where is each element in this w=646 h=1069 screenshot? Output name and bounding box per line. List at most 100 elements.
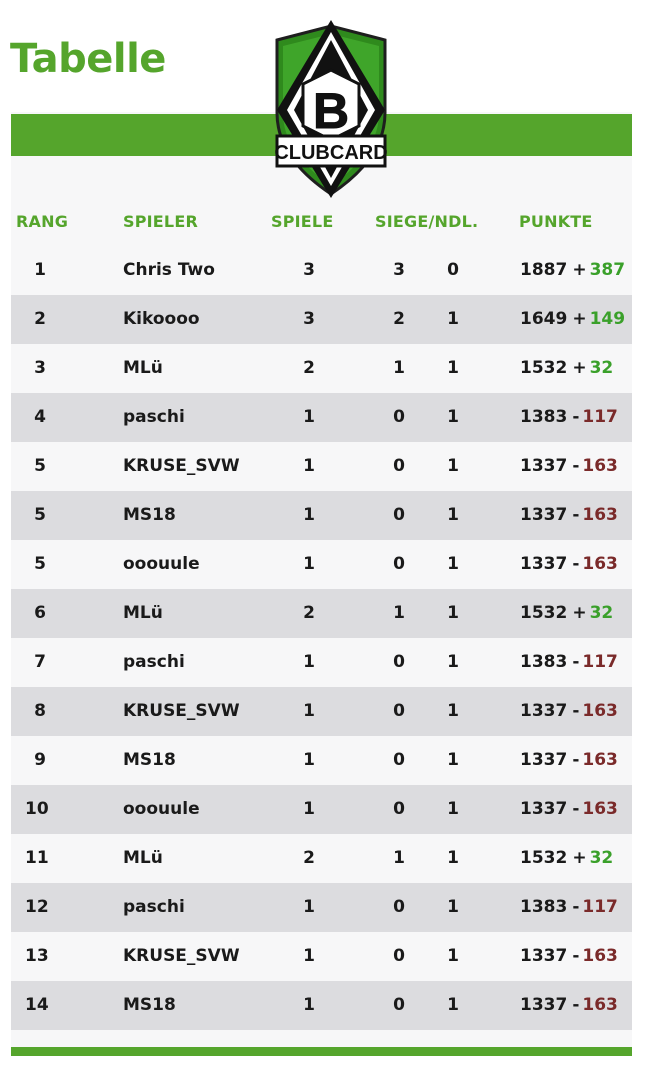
table-row[interactable]: 8 KRUSE_SVW 1 0 1 1337-163 xyxy=(11,687,632,736)
row-wins: 1 xyxy=(393,358,405,378)
header-player[interactable]: SPIELER xyxy=(123,212,198,231)
row-games: 1 xyxy=(303,995,315,1015)
table-row[interactable]: 10 ooouule 1 0 1 1337-163 xyxy=(11,785,632,834)
header-points[interactable]: PUNKTE xyxy=(519,212,593,231)
table-row[interactable]: 3 MLü 2 1 1 1532 +32 xyxy=(11,344,632,393)
row-player[interactable]: MS18 xyxy=(123,505,176,525)
row-losses: 1 xyxy=(447,358,459,378)
header-wins-losses[interactable]: SIEGE/NDL. xyxy=(375,212,479,231)
row-points-value: 1383 xyxy=(520,652,568,672)
row-points-delta: 163 xyxy=(582,505,618,525)
header-games[interactable]: SPIELE xyxy=(271,212,334,231)
row-points-delta: 149 xyxy=(589,309,626,329)
row-player[interactable]: Kikoooo xyxy=(123,309,200,329)
row-player[interactable]: paschi xyxy=(123,897,185,917)
row-points-sign: + xyxy=(572,603,587,623)
row-player[interactable]: MLü xyxy=(123,848,163,868)
row-losses: 1 xyxy=(447,603,459,623)
row-losses: 1 xyxy=(447,554,459,574)
row-player[interactable]: MS18 xyxy=(123,750,176,770)
row-losses: 0 xyxy=(447,260,459,280)
row-losses: 1 xyxy=(447,799,459,819)
row-rank: 5 xyxy=(34,456,46,476)
row-wins: 0 xyxy=(393,946,405,966)
row-points-delta: 163 xyxy=(582,701,618,721)
row-games: 1 xyxy=(303,897,315,917)
row-points-delta: 163 xyxy=(582,554,618,574)
table-row[interactable]: 14 MS18 1 0 1 1337-163 xyxy=(11,981,632,1030)
row-wins: 0 xyxy=(393,456,405,476)
row-points-sign: - xyxy=(572,946,580,966)
row-player[interactable]: KRUSE_SVW xyxy=(123,701,240,721)
row-rank: 5 xyxy=(34,554,46,574)
row-player[interactable]: paschi xyxy=(123,652,185,672)
table-row[interactable]: 5 MS18 1 0 1 1337-163 xyxy=(11,491,632,540)
row-points: 1337-163 xyxy=(520,701,618,721)
row-games: 2 xyxy=(303,848,315,868)
row-points-sign: - xyxy=(572,799,580,819)
row-wins: 0 xyxy=(393,505,405,525)
row-rank: 12 xyxy=(25,897,49,917)
row-wins: 3 xyxy=(393,260,405,280)
row-player[interactable]: MS18 xyxy=(123,995,176,1015)
header-rank[interactable]: RANG xyxy=(16,212,69,231)
table-row[interactable]: 5 ooouule 1 0 1 1337-163 xyxy=(11,540,632,589)
row-points-delta: 163 xyxy=(582,456,618,476)
row-losses: 1 xyxy=(447,456,459,476)
row-losses: 1 xyxy=(447,946,459,966)
row-losses: 1 xyxy=(447,652,459,672)
row-player[interactable]: paschi xyxy=(123,407,185,427)
row-wins: 1 xyxy=(393,848,405,868)
row-points-sign: - xyxy=(572,750,580,770)
row-points-value: 1337 xyxy=(520,554,568,574)
row-points-delta: 117 xyxy=(582,407,618,427)
row-losses: 1 xyxy=(447,309,459,329)
row-wins: 0 xyxy=(393,701,405,721)
row-games: 1 xyxy=(303,456,315,476)
clubcard-crest-icon: B CLUBCARD xyxy=(274,20,388,198)
row-player[interactable]: KRUSE_SVW xyxy=(123,946,240,966)
row-points-sign: + xyxy=(572,309,587,329)
row-points-sign: - xyxy=(572,554,580,574)
row-player[interactable]: ooouule xyxy=(123,799,200,819)
row-games: 3 xyxy=(303,309,315,329)
row-points-sign: - xyxy=(572,407,580,427)
table-row[interactable]: 12 paschi 1 0 1 1383-117 xyxy=(11,883,632,932)
row-points: 1337-163 xyxy=(520,799,618,819)
row-points-value: 1337 xyxy=(520,456,568,476)
row-rank: 3 xyxy=(34,358,46,378)
row-rank: 2 xyxy=(34,309,46,329)
logo-label: CLUBCARD xyxy=(274,142,387,164)
row-rank: 11 xyxy=(25,848,49,868)
row-points-delta: 163 xyxy=(582,995,618,1015)
row-rank: 10 xyxy=(25,799,49,819)
table-header: RANG SPIELER SPIELE SIEGE/NDL. PUNKTE xyxy=(11,206,632,238)
table-row[interactable]: 7 paschi 1 0 1 1383-117 xyxy=(11,638,632,687)
row-player[interactable]: MLü xyxy=(123,358,163,378)
table-row[interactable]: 11 MLü 2 1 1 1532 +32 xyxy=(11,834,632,883)
table-row[interactable]: 1 Chris Two 3 3 0 1887 +387 xyxy=(11,246,632,295)
table-row[interactable]: 13 KRUSE_SVW 1 0 1 1337-163 xyxy=(11,932,632,981)
row-losses: 1 xyxy=(447,407,459,427)
row-points-value: 1337 xyxy=(520,750,568,770)
table-row[interactable]: 2 Kikoooo 3 2 1 1649 +149 xyxy=(11,295,632,344)
row-rank: 8 xyxy=(34,701,46,721)
row-games: 1 xyxy=(303,750,315,770)
row-wins: 0 xyxy=(393,652,405,672)
row-points-sign: + xyxy=(572,358,587,378)
table-row[interactable]: 6 MLü 2 1 1 1532 +32 xyxy=(11,589,632,638)
row-player[interactable]: Chris Two xyxy=(123,260,215,280)
row-games: 1 xyxy=(303,652,315,672)
row-points: 1337-163 xyxy=(520,554,618,574)
row-points: 1337-163 xyxy=(520,946,618,966)
row-losses: 1 xyxy=(447,750,459,770)
standings-panel: RANG SPIELER SPIELE SIEGE/NDL. PUNKTE 1 C… xyxy=(11,112,632,1056)
row-points-value: 1337 xyxy=(520,505,568,525)
table-row[interactable]: 9 MS18 1 0 1 1337-163 xyxy=(11,736,632,785)
table-row[interactable]: 4 paschi 1 0 1 1383-117 xyxy=(11,393,632,442)
table-row[interactable]: 5 KRUSE_SVW 1 0 1 1337-163 xyxy=(11,442,632,491)
row-player[interactable]: MLü xyxy=(123,603,163,623)
row-player[interactable]: KRUSE_SVW xyxy=(123,456,240,476)
row-player[interactable]: ooouule xyxy=(123,554,200,574)
row-wins: 0 xyxy=(393,995,405,1015)
